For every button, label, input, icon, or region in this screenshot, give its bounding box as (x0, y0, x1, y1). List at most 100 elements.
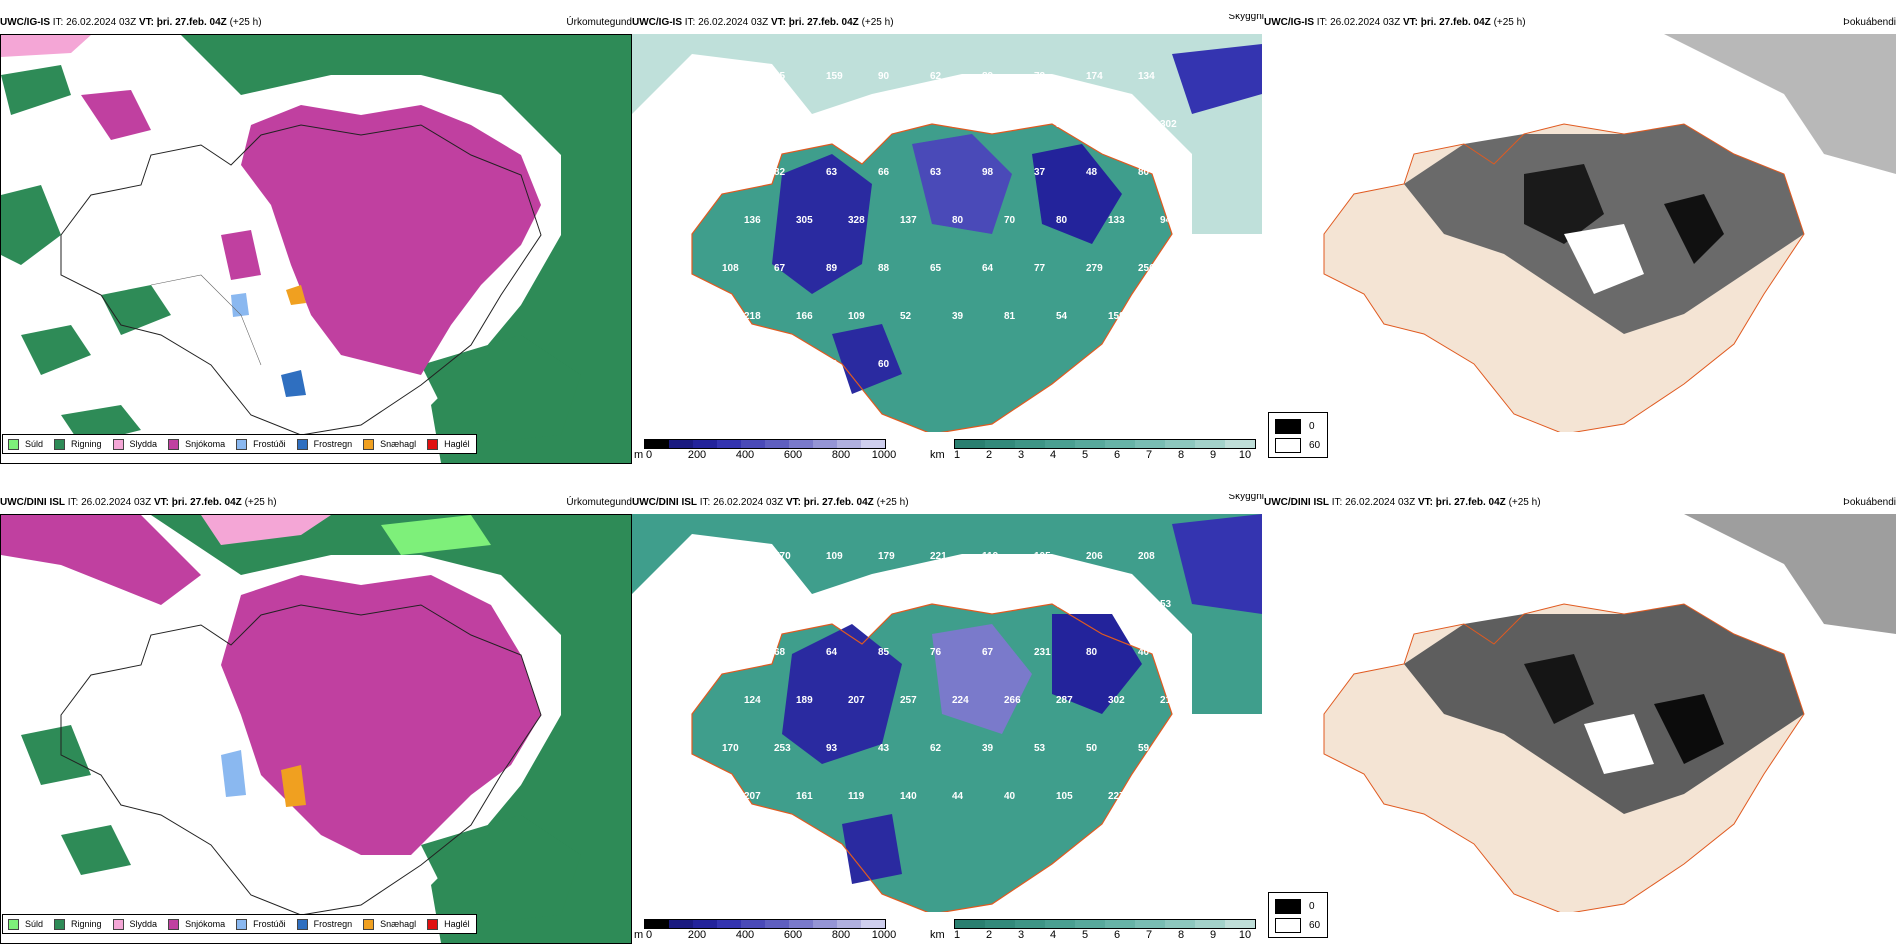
visibility-value-label: 44 (952, 791, 964, 802)
legend-item: Haglél (427, 918, 470, 930)
legend-swatch (112, 438, 124, 450)
legend-swatch (296, 438, 308, 450)
visibility-value-label: 271 (1108, 119, 1125, 130)
visibility-value-label: 207 (744, 791, 761, 802)
legend-item: Súld (8, 918, 43, 930)
scale-tick: 0 (645, 449, 653, 461)
visibility-value-label: 40 (1138, 647, 1150, 658)
visibility-value-labels: 200 85 159 90 62 89 72 174 134 153 213 202 125 194 104… (722, 71, 1177, 370)
scale-tick: 6 (1113, 449, 1121, 461)
visibility-value-label: 109 (826, 551, 843, 562)
panel-title: Skyggni (1228, 14, 1264, 22)
precip-type-legend: Súld Rigning Slydda Snjókoma Frostúði Fr… (2, 434, 477, 454)
visibility-value-label: 224 (952, 695, 969, 706)
legend-item: Snjókoma (168, 918, 225, 930)
visibility-value-label: 129 (1160, 311, 1177, 322)
legend-swatch (8, 438, 19, 450)
legend-item: Snjókoma (168, 438, 225, 450)
legend-swatch (296, 918, 308, 930)
visibility-value-label: 257 (900, 695, 917, 706)
visibility-value-label: 50 (1086, 743, 1098, 754)
visibility-value-label: 62 (930, 743, 942, 754)
visibility-value-label: 84 (900, 599, 912, 610)
visibility-map: 200 85 159 90 62 89 72 174 134 153 213 202 125 194 104… (632, 34, 1262, 432)
scale-tick: 1000 (871, 929, 897, 941)
visibility-value-label: 39 (982, 743, 994, 754)
visibility-value-label: 67 (982, 647, 994, 658)
visibility-value-label: 253 (774, 743, 791, 754)
legend-item: Súld (8, 438, 43, 450)
visibility-scale-m-bar (644, 439, 886, 449)
visibility-value-label: 328 (848, 215, 865, 226)
visibility-value-label: 71 (722, 359, 734, 370)
scale-tick: 1000 (871, 449, 897, 461)
legend-swatch (8, 918, 19, 930)
panel-fog-indicator-row2: UWC/DINI ISL IT: 26.02.2024 03Z VT: þri.… (1264, 494, 1900, 944)
scale-tick: 5 (1081, 929, 1089, 941)
scale-tick: 3 (1017, 449, 1025, 461)
scale-unit: km (930, 449, 945, 461)
visibility-scale-m: m 0 200 400 600 800 1000 (634, 439, 944, 464)
panel-header: UWC/DINI ISL IT: 26.02.2024 03Z VT: þri.… (1264, 497, 1541, 508)
visibility-value-label: 221 (930, 551, 947, 562)
visibility-value-label: 770 (774, 551, 791, 562)
scale-tick: 9 (1209, 929, 1217, 941)
visibility-value-label: 127 (848, 599, 865, 610)
visibility-value-label: 39 (952, 311, 964, 322)
panel-header: UWC/DINI ISL IT: 26.02.2024 03Z VT: þri.… (632, 497, 909, 508)
visibility-value-labels: 320 770 109 179 221 119 105 206 208 150 184 127 84 58… (722, 551, 1177, 802)
visibility-value-label: 125 (900, 119, 917, 130)
visibility-value-label: 256 (1138, 263, 1155, 274)
visibility-value-label: 80 (952, 215, 964, 226)
panel-visibility-row2: UWC/DINI ISL IT: 26.02.2024 03Z VT: þri.… (632, 494, 1266, 944)
panel-header: UWC/IG-IS IT: 26.02.2024 03Z VT: þri. 27… (1264, 17, 1526, 28)
visibility-value-label: 105 (1034, 551, 1051, 562)
visibility-value-label: 266 (1004, 695, 1021, 706)
visibility-value-label: 98 (982, 167, 994, 178)
legend-swatch (363, 438, 375, 450)
visibility-value-label: 174 (1086, 71, 1103, 82)
visibility-value-label: 227 (1108, 791, 1125, 802)
visibility-value-label: 54 (1056, 311, 1068, 322)
scale-tick: 2 (985, 449, 993, 461)
visibility-value-label: 231 (1034, 647, 1051, 658)
visibility-value-label: 63 (826, 167, 838, 178)
visibility-value-label: 279 (1086, 263, 1103, 274)
visibility-value-label: 52 (900, 311, 912, 322)
scale-tick: 7 (1145, 449, 1153, 461)
legend-item: Frostúði (236, 918, 286, 930)
visibility-value-label: 200 (722, 71, 739, 82)
visibility-value-label: 159 (1108, 311, 1125, 322)
visibility-value-label: 80 (1086, 647, 1098, 658)
scale-tick: 6 (1113, 929, 1121, 941)
fog-legend-row: 60 (1275, 438, 1320, 453)
visibility-value-label: 153 (744, 119, 761, 130)
visibility-value-label: 67 (774, 263, 786, 274)
legend-item: Slydda (112, 918, 157, 930)
panel-visibility-row1: UWC/IG-IS IT: 26.02.2024 03Z VT: þri. 27… (632, 14, 1266, 464)
visibility-value-label: 80 (774, 359, 786, 370)
fog-legend-row: 0 (1275, 899, 1315, 914)
legend-swatch (236, 918, 248, 930)
panel-title: Þokuábendi (1843, 497, 1896, 508)
visibility-value-label: 159 (1056, 119, 1073, 130)
legend-item: Snæhagl (363, 438, 416, 450)
visibility-value-label: 161 (796, 791, 813, 802)
precip-type-map (0, 514, 632, 944)
fog-legend: 0 60 (1268, 412, 1328, 458)
visibility-value-label: 82 (774, 167, 786, 178)
visibility-value-label: 208 (1138, 551, 1155, 562)
visibility-value-label: 133 (1108, 215, 1125, 226)
scale-tick: 800 (831, 449, 851, 461)
visibility-value-label: 53 (1160, 599, 1172, 610)
fog-swatch (1275, 918, 1301, 933)
visibility-value-label: 65 (930, 263, 942, 274)
visibility-value-label: 179 (878, 551, 895, 562)
visibility-value-label: 59 (1138, 743, 1150, 754)
scale-unit: m (634, 449, 644, 461)
visibility-value-label: 119 (848, 791, 865, 802)
visibility-value-label: 70 (1004, 215, 1016, 226)
panel-header: UWC/DINI ISL IT: 26.02.2024 03Z VT: þri.… (0, 497, 277, 508)
visibility-value-label: 194 (952, 119, 969, 130)
fog-legend-row: 0 (1275, 419, 1315, 434)
